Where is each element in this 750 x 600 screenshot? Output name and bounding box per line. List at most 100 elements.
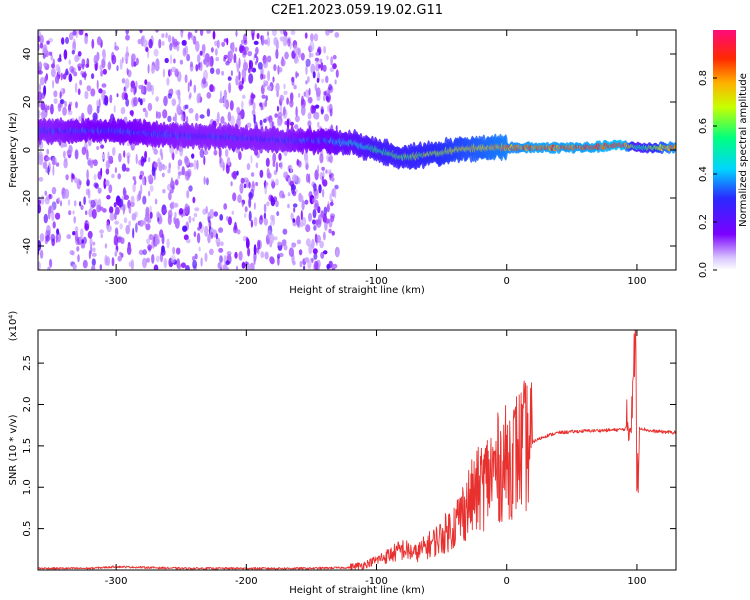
noise-speckle (125, 34, 130, 41)
x-tick-label: 0 (504, 276, 510, 287)
noise-speckle (255, 162, 259, 169)
y-tick-label: 1.5 (22, 438, 33, 454)
noise-speckle (126, 245, 132, 255)
noise-speckle (203, 58, 207, 65)
noise-speckle (177, 159, 183, 167)
noise-speckle (77, 66, 82, 71)
noise-speckle (151, 84, 154, 96)
noise-speckle (155, 255, 160, 263)
noise-speckle (39, 249, 44, 259)
noise-speckle (178, 208, 184, 215)
noise-speckle (173, 202, 179, 208)
y-tick-label: 20 (22, 96, 33, 109)
noise-speckle (124, 52, 129, 63)
noise-speckle (204, 252, 208, 262)
noise-speckle (303, 91, 306, 97)
noise-speckle (39, 233, 45, 242)
noise-speckle (147, 175, 153, 180)
noise-speckle (309, 41, 315, 52)
noise-speckle (174, 112, 177, 124)
noise-speckle (48, 194, 53, 200)
noise-speckle (313, 260, 319, 270)
noise-speckle (171, 98, 177, 107)
noise-speckle (263, 118, 267, 123)
colorbar-label: Normalized spectral amplitude (738, 73, 749, 227)
noise-speckle (278, 153, 282, 161)
noise-speckle (183, 234, 189, 241)
noise-speckle (188, 185, 193, 192)
noise-speckle (291, 184, 296, 191)
noise-speckle (139, 174, 143, 180)
noise-speckle (260, 73, 264, 80)
noise-speckle (116, 65, 119, 72)
noise-speckle (145, 46, 149, 52)
noise-speckle (234, 221, 237, 231)
noise-speckle (133, 96, 138, 107)
noise-speckle (310, 104, 315, 114)
noise-speckle (301, 199, 305, 211)
noise-speckle (281, 239, 286, 247)
noise-speckle (132, 176, 136, 181)
noise-speckle (253, 255, 256, 266)
noise-speckle (77, 51, 82, 57)
noise-speckle (321, 188, 325, 198)
noise-speckle (325, 30, 330, 36)
noise-speckle (43, 213, 48, 224)
noise-speckle (248, 59, 252, 70)
noise-speckle (189, 92, 192, 99)
noise-speckle (61, 37, 65, 45)
noise-speckle (321, 108, 324, 114)
noise-speckle (325, 75, 329, 84)
noise-speckle (68, 73, 73, 83)
noise-speckle (157, 217, 160, 222)
noise-speckle (236, 170, 239, 176)
noise-speckle (62, 88, 65, 95)
noise-speckle (305, 58, 311, 67)
noise-speckle (209, 248, 214, 255)
noise-speckle (334, 79, 337, 85)
noise-speckle (114, 227, 119, 236)
noise-speckle (243, 76, 246, 83)
noise-speckle (248, 210, 252, 222)
noise-speckle (250, 154, 253, 164)
snr-y-label: SNR (10 * v/v) (8, 414, 19, 485)
noise-speckle (284, 51, 289, 60)
noise-speckle (52, 221, 56, 229)
noise-speckle (292, 190, 297, 197)
noise-speckle (182, 225, 188, 232)
noise-speckle (120, 252, 124, 258)
noise-speckle (322, 250, 328, 255)
noise-speckle (278, 67, 283, 73)
noise-speckle (279, 161, 283, 170)
noise-speckle (230, 70, 233, 77)
noise-speckle (263, 58, 268, 69)
noise-speckle (80, 70, 85, 76)
noise-speckle (326, 153, 332, 163)
noise-speckle (334, 32, 340, 38)
noise-speckle (126, 68, 129, 75)
noise-speckle (304, 32, 308, 39)
noise-speckle (125, 30, 130, 35)
noise-speckle (261, 94, 266, 99)
noise-speckle (91, 208, 97, 219)
noise-speckle (312, 248, 318, 255)
noise-speckle (68, 210, 72, 216)
noise-speckle (44, 75, 47, 84)
noise-speckle (319, 240, 324, 249)
noise-speckle (195, 40, 200, 52)
noise-speckle (244, 206, 248, 213)
noise-speckle (38, 70, 43, 75)
noise-speckle (332, 63, 337, 70)
noise-speckle (117, 255, 122, 262)
noise-speckle (162, 68, 165, 78)
noise-speckle (116, 200, 120, 206)
noise-speckle (147, 64, 150, 74)
ridge-core (673, 144, 676, 149)
noise-speckle (120, 237, 125, 245)
noise-speckle (180, 262, 186, 269)
noise-speckle (148, 234, 154, 241)
noise-speckle (184, 203, 189, 215)
noise-speckle (192, 256, 195, 261)
noise-speckle (108, 155, 113, 163)
